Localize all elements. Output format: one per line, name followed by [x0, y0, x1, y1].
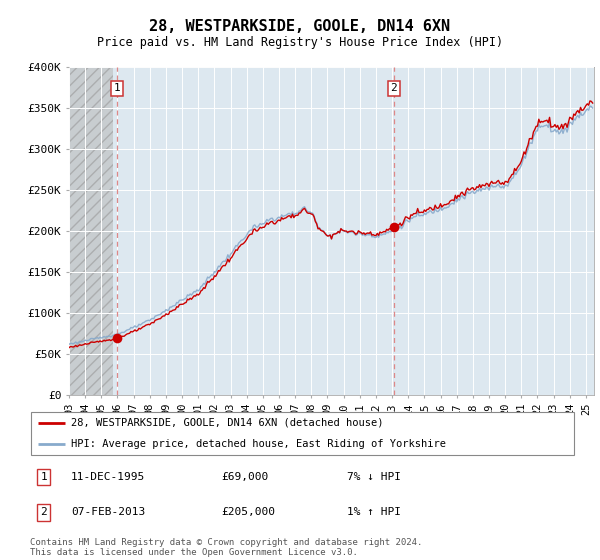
Text: HPI: Average price, detached house, East Riding of Yorkshire: HPI: Average price, detached house, East…: [71, 439, 446, 449]
Text: 11-DEC-1995: 11-DEC-1995: [71, 472, 145, 482]
Text: £205,000: £205,000: [221, 507, 275, 517]
Text: 07-FEB-2013: 07-FEB-2013: [71, 507, 145, 517]
Text: £69,000: £69,000: [221, 472, 268, 482]
Text: Contains HM Land Registry data © Crown copyright and database right 2024.
This d: Contains HM Land Registry data © Crown c…: [30, 538, 422, 557]
Text: 2: 2: [391, 83, 397, 94]
Text: 1: 1: [40, 472, 47, 482]
Text: 1: 1: [113, 83, 120, 94]
Text: 28, WESTPARKSIDE, GOOLE, DN14 6XN (detached house): 28, WESTPARKSIDE, GOOLE, DN14 6XN (detac…: [71, 418, 383, 428]
Text: Price paid vs. HM Land Registry's House Price Index (HPI): Price paid vs. HM Land Registry's House …: [97, 36, 503, 49]
Bar: [69, 67, 113, 395]
Text: 28, WESTPARKSIDE, GOOLE, DN14 6XN: 28, WESTPARKSIDE, GOOLE, DN14 6XN: [149, 20, 451, 34]
Text: 2: 2: [40, 507, 47, 517]
Text: 7% ↓ HPI: 7% ↓ HPI: [347, 472, 401, 482]
Text: 1% ↑ HPI: 1% ↑ HPI: [347, 507, 401, 517]
